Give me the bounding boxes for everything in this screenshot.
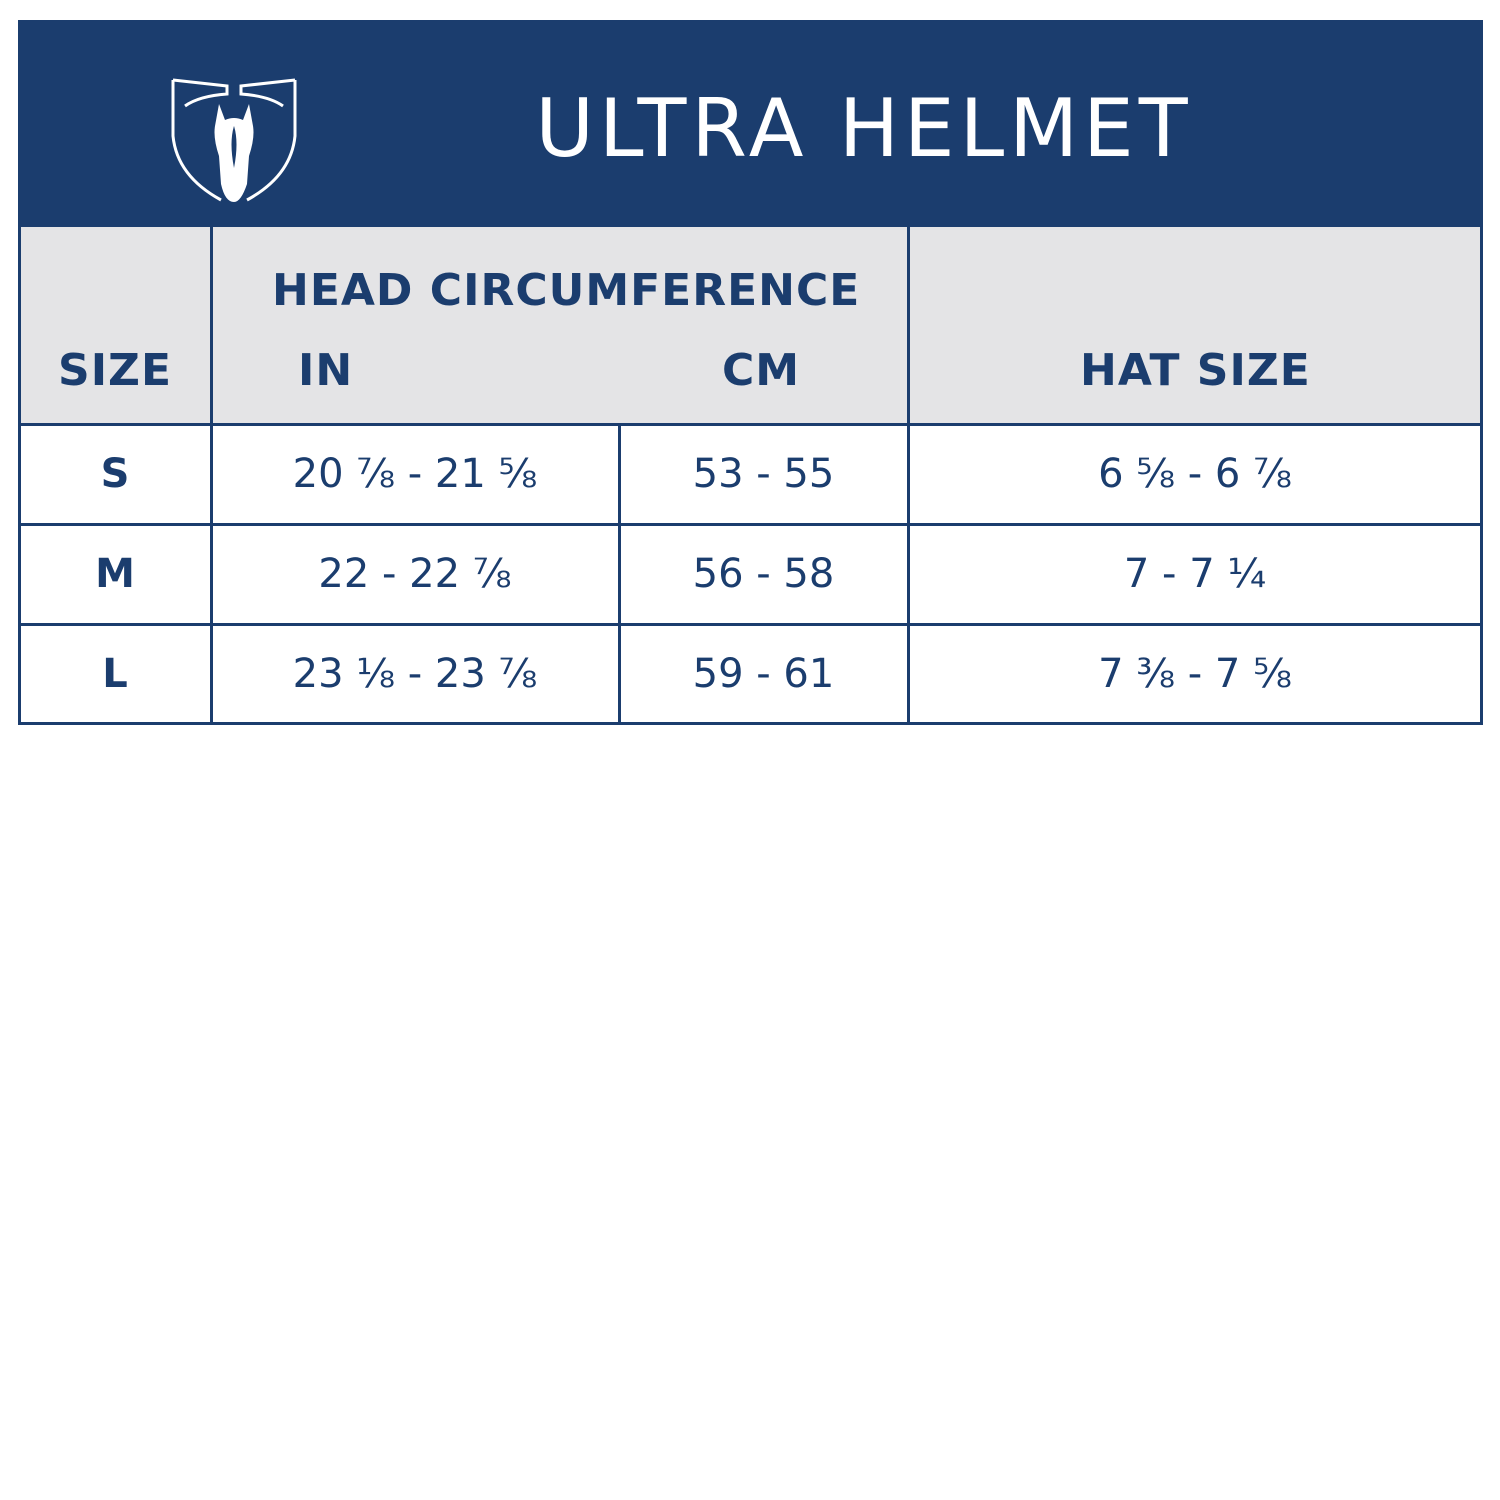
row-l-hat: 7 ⅜ - 7 ⅝ [1098,651,1292,697]
row-s-in: 20 ⅞ - 21 ⅝ [292,451,538,497]
column-divider [618,424,621,725]
page-title: ULTRA HELMET [535,82,1193,175]
row-s-hat: 6 ⅝ - 6 ⅞ [1098,451,1292,497]
row-s-cm: 53 - 55 [692,451,835,497]
column-header-in: IN [298,345,354,396]
column-header-head-circumference: HEAD CIRCUMFERENCE [272,265,861,316]
row-divider [19,623,1482,626]
row-m-cm: 56 - 58 [692,551,835,597]
row-m-size: M [95,551,135,597]
row-s-size: S [100,451,130,497]
column-header-size: SIZE [58,345,173,396]
row-divider [19,523,1482,526]
column-divider [210,227,213,725]
column-divider [907,227,910,725]
table-border-left [18,20,21,725]
title-banner: ULTRA HELMET [19,20,1482,227]
table-header-row [19,227,1482,424]
row-l-in: 23 ⅛ - 23 ⅞ [292,651,538,697]
row-l-size: L [102,651,128,697]
table-border-right [1480,20,1483,725]
shield-horse-logo-icon [171,78,297,202]
column-header-cm: CM [722,345,801,396]
row-m-hat: 7 - 7 ¼ [1123,551,1267,597]
row-divider [19,423,1482,426]
row-m-in: 22 - 22 ⅞ [318,551,512,597]
row-l-cm: 59 - 61 [692,651,835,697]
table-border-bottom [19,722,1482,725]
column-header-hat-size: HAT SIZE [1080,345,1311,396]
